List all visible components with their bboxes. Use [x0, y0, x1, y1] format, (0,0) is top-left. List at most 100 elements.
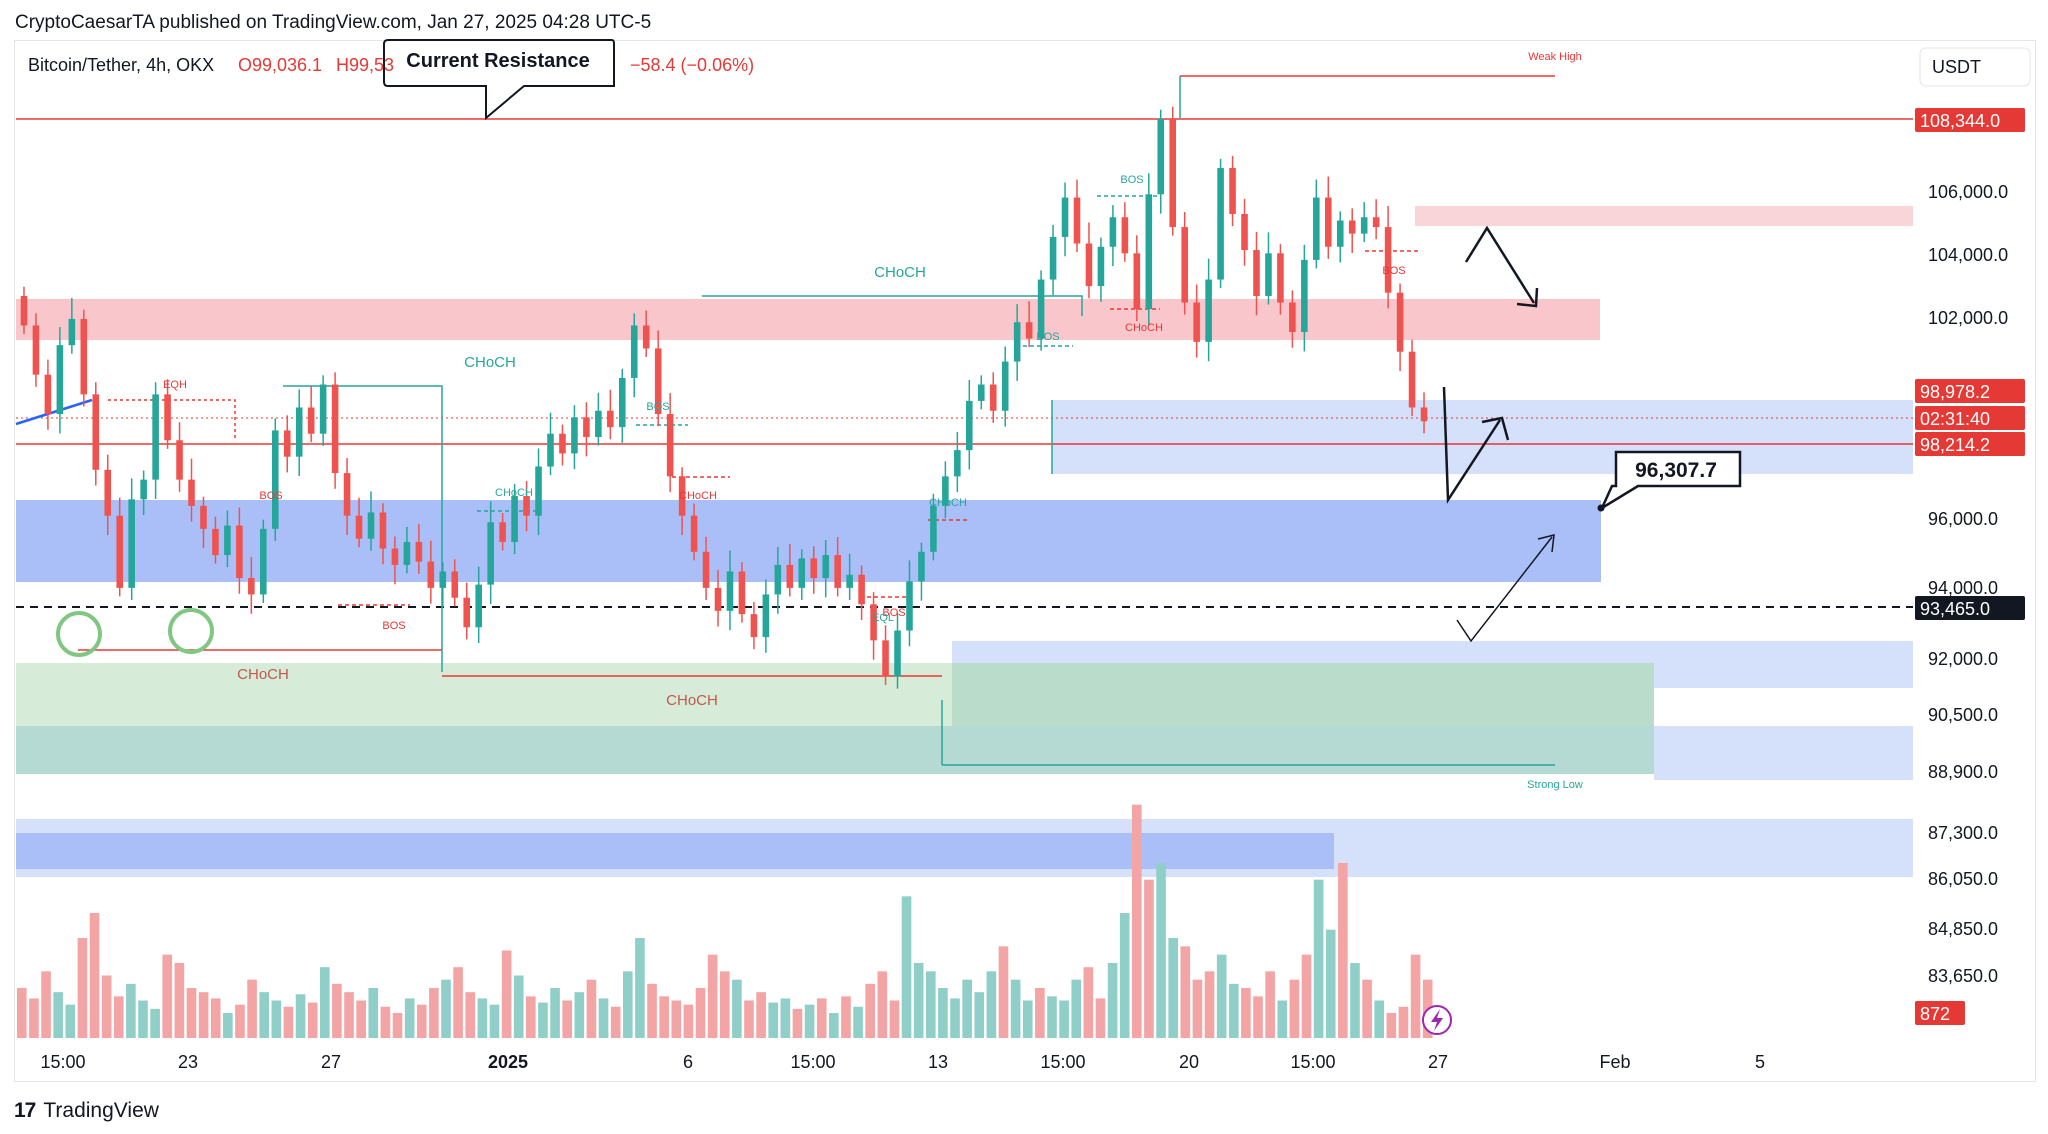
- arrow-head-2: [1481, 416, 1510, 441]
- candle: [1121, 202, 1129, 262]
- volume-bar: [610, 1006, 621, 1038]
- candle: [571, 405, 578, 470]
- eql-label: EQL: [872, 612, 894, 624]
- candle: [164, 379, 171, 449]
- candle: [1085, 222, 1093, 299]
- candle: [834, 537, 841, 597]
- volume-bar: [453, 967, 463, 1038]
- zones: [16, 206, 1913, 877]
- x-tick-label: Feb: [1599, 1052, 1630, 1072]
- volume-bar: [986, 971, 997, 1038]
- volume-bar: [17, 988, 27, 1038]
- volume-bar: [89, 913, 100, 1038]
- lightning-icon[interactable]: [1422, 1005, 1452, 1035]
- volume-bar: [416, 1004, 427, 1038]
- candle: [918, 542, 925, 601]
- arrow-zigzag: [1442, 386, 1502, 505]
- structure-labels: CHoCH CHoCH CHoCH CHoCH CHoCH CHoCH CHoC…: [163, 51, 1583, 791]
- candle: [618, 368, 626, 443]
- demand-zone-strong: [16, 500, 1601, 582]
- candle: [295, 389, 303, 477]
- volume-bar: [1107, 963, 1118, 1038]
- svg-text:02:31:40: 02:31:40: [1920, 409, 1990, 429]
- price-tag: 02:31:40: [1915, 406, 2025, 430]
- choch-label: CHoCH: [666, 692, 718, 709]
- candle: [1396, 283, 1404, 372]
- candle: [882, 625, 889, 685]
- volume-bar: [162, 954, 173, 1038]
- x-tick-label: 13: [928, 1052, 948, 1072]
- candle: [1229, 155, 1236, 227]
- volume-bar: [550, 988, 560, 1038]
- volume-bar: [259, 992, 270, 1038]
- candle: [152, 382, 159, 499]
- candle: [391, 536, 399, 585]
- candle: [176, 422, 183, 492]
- candle: [56, 327, 64, 434]
- x-tick-label: 6: [683, 1052, 693, 1072]
- candle: [188, 458, 195, 522]
- volume-bar: [671, 1000, 682, 1038]
- candle: [642, 310, 650, 357]
- chart-frame[interactable]: [14, 40, 2036, 1082]
- low-circle-2: [168, 608, 214, 654]
- y-tick-label: 84,850.0: [1928, 919, 1998, 939]
- volume-bar: [889, 1000, 900, 1038]
- symbol-info: Bitcoin/Tether, 4h, OKX O99,036.1 H99,53…: [28, 55, 754, 75]
- volume-bar: [283, 1006, 294, 1038]
- svg-text:98,978.2: 98,978.2: [1920, 382, 1990, 402]
- candle: [403, 526, 411, 574]
- choch-label: CHoCH: [929, 497, 967, 509]
- choch-label: CHoCH: [1125, 322, 1163, 334]
- candle: [846, 553, 853, 601]
- volume-bar: [901, 896, 912, 1038]
- bos-label: BOS: [382, 620, 405, 632]
- volume-bar: [816, 998, 827, 1038]
- candle: [331, 372, 339, 489]
- candle: [1265, 232, 1272, 305]
- volume-bar: [1301, 954, 1312, 1038]
- candle: [283, 415, 291, 473]
- x-axis-labels: 15:00 23 27 2025 6 15:00 13 15:00 20 15:00 27 Feb 5: [40, 1052, 1765, 1072]
- currency-label: USDT: [1932, 57, 1981, 77]
- volume-bar: [538, 1002, 548, 1038]
- volume-bar: [1180, 946, 1191, 1038]
- volume-bar: [1216, 954, 1227, 1038]
- volume-bar: [1047, 996, 1057, 1038]
- candle: [1360, 202, 1368, 243]
- y-tick-label: 90,500.0: [1928, 705, 1998, 725]
- volume-bar: [1035, 988, 1045, 1038]
- volume-bar: [235, 1004, 245, 1038]
- volume-bar: [307, 1002, 318, 1038]
- blue-trend-line: [15, 398, 93, 426]
- volume-bar: [938, 988, 948, 1038]
- price-scale[interactable]: USDT 106,000.0 104,000.0 102,000.0 96,000.0…: [1915, 47, 2031, 1025]
- volume-bar: [77, 938, 88, 1038]
- teal-zone: [16, 726, 1654, 774]
- bos-label: BOS: [882, 607, 905, 619]
- x-tick-label: 15:00: [1290, 1052, 1335, 1072]
- volume-bar: [719, 971, 730, 1038]
- volume-bar: [1289, 979, 1300, 1038]
- candle: [355, 497, 363, 548]
- candle: [822, 539, 830, 598]
- choch-label: CHoCH: [464, 354, 516, 371]
- volume-bar: [962, 979, 972, 1038]
- publisher-header: CryptoCaesarTA published on TradingView.…: [15, 12, 652, 33]
- candle: [738, 562, 746, 623]
- candle: [439, 562, 447, 608]
- candle: [1169, 106, 1177, 236]
- volume-bar: [1156, 863, 1166, 1038]
- volume-bar: [404, 998, 415, 1038]
- candle: [1217, 158, 1224, 289]
- volume-bar: [368, 988, 379, 1038]
- volume-bar: [562, 1000, 573, 1038]
- volume-bar: [247, 979, 257, 1038]
- volume-bar: [380, 1006, 391, 1038]
- candle: [786, 543, 794, 597]
- volume-bar: [1132, 804, 1142, 1038]
- bos-label: BOS: [1120, 174, 1143, 186]
- volume-bar: [113, 996, 124, 1038]
- volume-bar: [925, 971, 936, 1038]
